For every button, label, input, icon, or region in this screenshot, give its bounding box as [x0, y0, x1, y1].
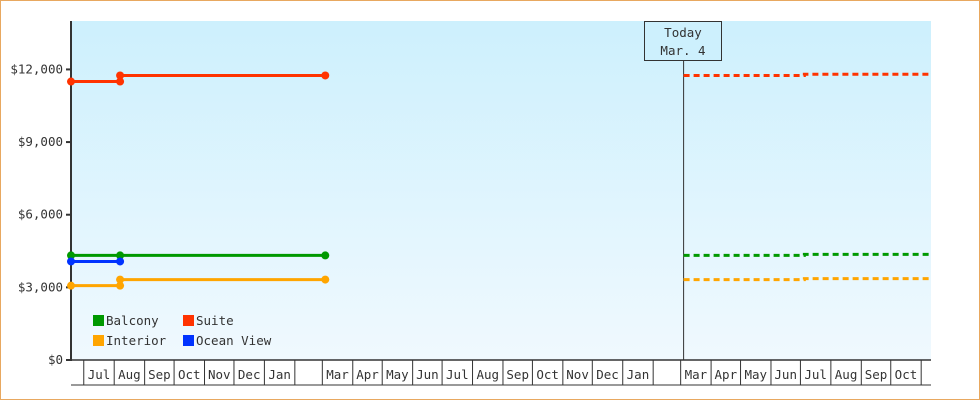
x-month-label: Aug — [476, 367, 499, 382]
y-tick-label: $12,000 — [10, 61, 63, 76]
legend-label: Ocean View — [196, 333, 272, 348]
data-point-suite — [67, 77, 75, 86]
y-tick-label: $0 — [48, 352, 63, 367]
legend-item-interior: Interior — [93, 333, 183, 348]
x-month-label: May — [744, 367, 767, 382]
data-point-ocean-view — [67, 257, 75, 266]
today-marker-label: Today Mar. 4 — [644, 21, 722, 61]
x-month-label: Mar — [326, 367, 349, 382]
x-month-label: Aug — [118, 367, 141, 382]
today-date: Mar. 4 — [660, 43, 706, 58]
data-point-interior — [67, 281, 75, 290]
legend-item-balcony: Balcony — [93, 313, 183, 328]
data-point-balcony — [116, 251, 125, 260]
data-point-suite — [116, 71, 125, 80]
data-point-interior — [116, 275, 125, 284]
x-month-label: Oct — [536, 367, 559, 382]
data-point-interior — [116, 281, 125, 290]
x-month-label: Jul — [804, 367, 827, 382]
x-month-label: Sep — [865, 367, 888, 382]
plot-area — [71, 21, 931, 360]
today-label: Today — [664, 25, 702, 40]
legend-swatch — [183, 335, 194, 346]
x-month-label: Jul — [446, 367, 469, 382]
x-month-label: Apr — [715, 367, 738, 382]
legend-label: Balcony — [106, 313, 159, 328]
legend: Balcony Suite Interior Ocean View — [93, 313, 283, 348]
x-month-label: Dec — [238, 367, 261, 382]
y-tick-label: $3,000 — [18, 279, 63, 294]
y-tick-label: $9,000 — [18, 134, 63, 149]
data-point-suite — [116, 77, 125, 86]
x-month-label: Sep — [148, 367, 171, 382]
legend-item-suite: Suite — [183, 313, 283, 328]
x-month-label: Dec — [596, 367, 619, 382]
x-month-label: Jul — [88, 367, 111, 382]
data-point-suite — [321, 71, 330, 80]
y-tick-label: $6,000 — [18, 207, 63, 222]
data-point-balcony — [67, 251, 75, 260]
data-point-ocean-view — [116, 257, 125, 266]
x-month-label: May — [386, 367, 409, 382]
x-month-label: Jun — [774, 367, 797, 382]
x-month-label: Apr — [356, 367, 379, 382]
x-month-label: Nov — [208, 367, 231, 382]
legend-swatch — [93, 315, 104, 326]
x-month-label: Sep — [506, 367, 529, 382]
x-month-label: Jan — [627, 367, 650, 382]
x-month-label: Jun — [416, 367, 439, 382]
data-point-balcony — [321, 251, 330, 260]
series-projection-balcony — [683, 252, 931, 257]
legend-item-ocean-view: Ocean View — [183, 333, 283, 348]
series-projection-interior — [683, 277, 931, 282]
x-month-label: Mar — [685, 367, 708, 382]
x-month-label: Jan — [268, 367, 291, 382]
legend-swatch — [183, 315, 194, 326]
x-month-label: Nov — [566, 367, 589, 382]
x-month-label: Oct — [178, 367, 201, 382]
series-projection-suite — [683, 72, 931, 77]
legend-swatch — [93, 335, 104, 346]
legend-label: Interior — [106, 333, 167, 348]
x-month-label: Aug — [835, 367, 858, 382]
x-month-label: Oct — [895, 367, 918, 382]
legend-label: Suite — [196, 313, 234, 328]
data-point-interior — [321, 275, 330, 284]
